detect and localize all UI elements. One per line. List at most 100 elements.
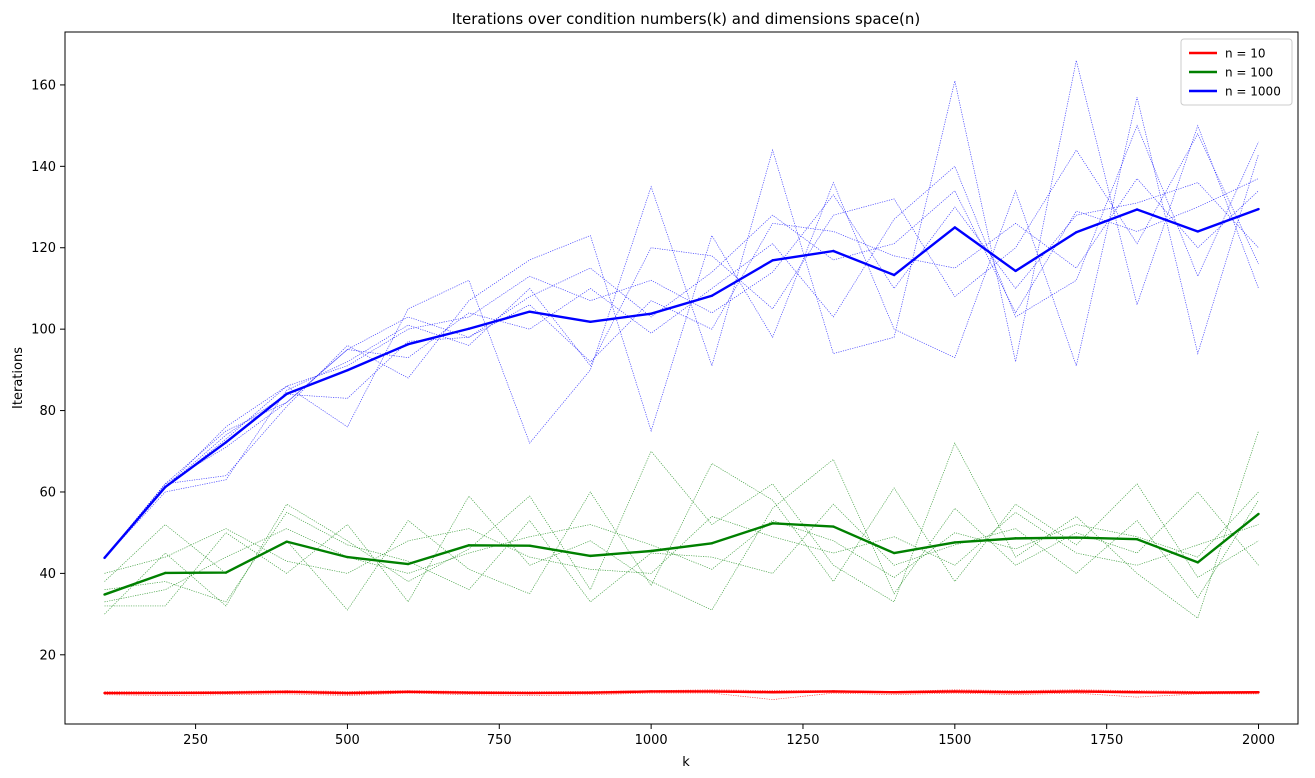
data-point-2-18: [1196, 230, 1199, 233]
run-line-series-2-1: [104, 97, 1259, 559]
legend-label-2: n = 1000: [1225, 85, 1281, 99]
data-point-1-18: [1196, 561, 1199, 564]
data-point-0-15: [1014, 691, 1017, 694]
data-point-0-19: [1257, 691, 1260, 694]
data-point-2-10: [710, 294, 714, 297]
data-point-2-11: [771, 259, 774, 262]
data-point-1-4: [346, 555, 349, 559]
y-tick-label: 100: [31, 323, 56, 338]
y-tick-label: 160: [31, 78, 56, 93]
data-point-1-8: [589, 554, 592, 558]
data-point-2-3: [285, 392, 288, 396]
data-point-1-3: [285, 540, 288, 543]
data-point-1-1: [164, 571, 167, 575]
run-line-series-1-4: [104, 511, 1259, 574]
legend-label-1: n = 100: [1225, 66, 1273, 80]
data-point-0-3: [285, 690, 288, 694]
y-tick-label: 40: [39, 567, 56, 582]
data-point-1-15: [1014, 537, 1017, 540]
data-point-2-5: [406, 343, 410, 346]
data-point-2-1: [164, 485, 167, 489]
y-tick-label: 140: [31, 160, 56, 175]
plot-area: [103, 60, 1260, 700]
data-point-0-8: [589, 691, 592, 694]
data-point-1-10: [710, 542, 714, 545]
run-line-series-1-3: [104, 499, 1259, 603]
chart-title: Iterations over condition numbers(k) and…: [452, 10, 921, 28]
data-point-0-0: [103, 691, 106, 695]
data-point-2-9: [649, 312, 653, 315]
data-point-1-6: [467, 544, 471, 547]
data-point-2-6: [467, 327, 471, 330]
data-point-2-4: [346, 369, 349, 372]
data-point-1-0: [103, 593, 106, 596]
run-line-series-2-0: [104, 60, 1259, 559]
x-axis-label: k: [682, 755, 690, 770]
data-point-1-17: [1135, 538, 1139, 541]
run-line-series-1-0: [104, 430, 1259, 619]
data-point-1-13: [892, 551, 896, 555]
x-tick-label: 250: [183, 733, 208, 748]
run-line-series-2-6: [104, 178, 1259, 559]
series-line-1: [104, 513, 1260, 596]
data-point-1-16: [1075, 536, 1078, 539]
data-point-0-5: [406, 690, 410, 694]
plot-frame: [64, 31, 1299, 725]
x-tick-label: 1500: [938, 733, 971, 748]
x-tick-label: 1750: [1090, 733, 1123, 748]
data-point-0-10: [710, 690, 714, 693]
data-point-2-15: [1014, 269, 1017, 273]
data-point-0-6: [467, 691, 471, 694]
legend: n = 10 n = 100 n = 1000: [1180, 38, 1293, 106]
data-point-0-16: [1075, 690, 1078, 693]
data-point-2-12: [832, 249, 835, 253]
data-point-2-7: [528, 310, 531, 313]
data-point-0-4: [346, 691, 349, 695]
data-point-1-9: [649, 549, 653, 553]
legend-label-0: n = 10: [1225, 47, 1266, 61]
x-tick-label: 500: [335, 733, 360, 748]
x-tick-label: 750: [487, 733, 512, 748]
data-point-2-0: [103, 556, 106, 560]
data-point-2-8: [589, 320, 592, 324]
data-point-1-7: [528, 544, 531, 547]
data-point-0-18: [1196, 691, 1199, 694]
legend-box: [1180, 38, 1293, 106]
y-tick-label: 120: [31, 241, 56, 256]
data-point-0-9: [649, 690, 653, 693]
y-axis-label: Iterations: [11, 347, 26, 409]
data-point-0-14: [953, 690, 957, 693]
y-tick-label: 80: [39, 404, 56, 419]
run-line-series-2-5: [104, 182, 1259, 559]
run-line-series-2-4: [104, 177, 1259, 559]
data-point-2-19: [1257, 207, 1260, 211]
data-point-1-19: [1257, 512, 1260, 516]
data-point-2-14: [953, 226, 957, 229]
data-point-2-16: [1075, 231, 1078, 234]
run-line-series-0-0: [104, 692, 1259, 700]
data-point-2-13: [892, 273, 896, 277]
data-point-2-17: [1135, 208, 1139, 211]
x-tick-label: 1250: [786, 733, 819, 748]
data-point-2-2: [224, 441, 228, 444]
run-line-series-2-2: [104, 132, 1259, 559]
data-point-1-2: [224, 571, 228, 574]
run-line-series-0-1: [104, 689, 1259, 692]
data-point-0-2: [224, 691, 228, 694]
x-tick-label: 1000: [635, 733, 668, 748]
y-tick-label: 60: [39, 485, 56, 500]
data-point-0-1: [164, 691, 167, 695]
data-point-1-12: [832, 525, 835, 528]
data-point-1-11: [771, 522, 774, 525]
run-line-series-2-3: [104, 124, 1259, 559]
x-tick-label: 2000: [1242, 733, 1275, 748]
data-point-1-14: [953, 541, 957, 544]
y-tick-label: 20: [39, 648, 56, 663]
axis-ticks: 250 500 750 1000 1250 1500 1750 2000 20 40 60 80 100…: [31, 78, 1275, 748]
data-point-0-12: [832, 690, 835, 693]
data-point-1-5: [406, 562, 410, 566]
run-line-series-1-5: [104, 491, 1259, 603]
series-line-0: [104, 690, 1259, 695]
